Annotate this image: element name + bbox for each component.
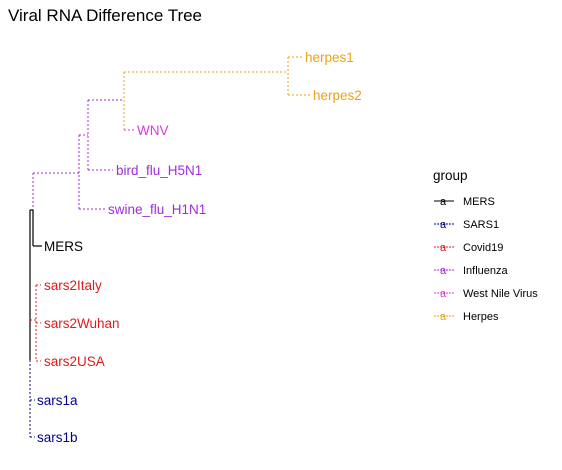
legend-label-sars1: SARS1 <box>463 219 499 231</box>
legend-key-glyph: a <box>440 196 447 208</box>
legend-key-covid19: a <box>434 242 454 254</box>
legend-label-mers: MERS <box>463 196 495 208</box>
legend-label-herpes: Herpes <box>463 311 499 323</box>
legend-key-glyph: a <box>440 265 447 277</box>
covid-edges <box>30 284 41 362</box>
tip-labels: herpes1 herpes2 WNV bird_flu_H5N1 swine_flu_… <box>37 50 362 445</box>
tree-edges <box>29 56 310 438</box>
tip-label-bird_flu_h5n1: bird_flu_H5N1 <box>116 163 202 178</box>
legend-label-west-nile-virus: West Nile Virus <box>463 288 538 300</box>
tip-label-mers: MERS <box>44 239 83 254</box>
herpes-edges <box>123 56 310 130</box>
legend-key-influenza: a <box>434 265 454 277</box>
tip-label-herpes1: herpes1 <box>305 50 354 65</box>
sars1-edges <box>29 360 35 438</box>
influenza-edges <box>32 99 124 210</box>
legend-key-glyph: a <box>440 219 447 231</box>
legend-label-influenza: Influenza <box>463 265 509 277</box>
legend-key-herpes: a <box>434 311 454 323</box>
legend-key-sars1: a <box>434 219 454 231</box>
legend-key-glyph: a <box>440 311 447 323</box>
legend-key-west-nile-virus: a <box>434 288 454 300</box>
mers-edges <box>29 209 42 360</box>
legend: group a MERS a SARS1 a Covid19 a Influenza a West… <box>433 168 538 323</box>
tip-label-sars2usa: sars2USA <box>44 354 105 369</box>
chart-title: Viral RNA Difference Tree <box>8 6 203 25</box>
tip-label-sars1b: sars1b <box>37 430 78 445</box>
legend-key-mers: a <box>434 196 454 208</box>
legend-items: a MERS a SARS1 a Covid19 a Influenza a West Nile … <box>434 196 538 323</box>
tip-label-sars2wuhan: sars2Wuhan <box>44 316 120 331</box>
tip-label-herpes2: herpes2 <box>313 88 362 103</box>
tip-label-wnv: WNV <box>137 123 169 138</box>
legend-key-glyph: a <box>440 242 447 254</box>
tip-label-swine_flu_h1n1: swine_flu_H1N1 <box>108 202 206 217</box>
legend-label-covid19: Covid19 <box>463 242 503 254</box>
tip-label-sars1a: sars1a <box>37 393 78 408</box>
legend-title: group <box>433 168 468 183</box>
legend-key-glyph: a <box>440 288 447 300</box>
tip-label-sars2italy: sars2Italy <box>44 278 102 293</box>
